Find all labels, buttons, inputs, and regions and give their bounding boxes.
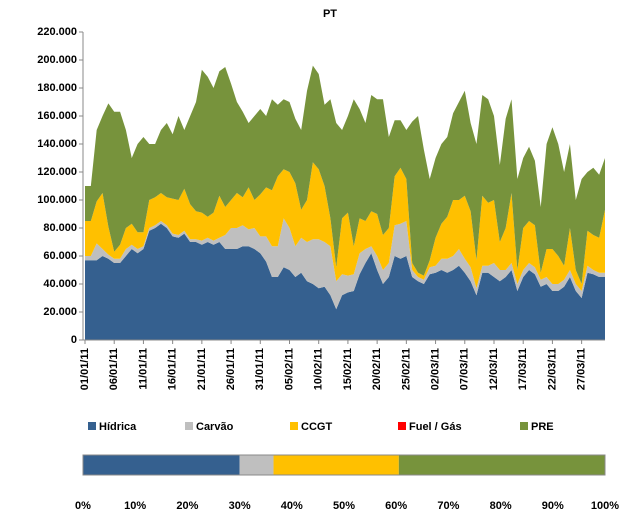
x-tick-label: 07/03/11 [459, 348, 471, 390]
area [85, 218, 605, 310]
x-tick-label: 21/01/11 [196, 348, 208, 390]
y-tick-label: 180.000 [37, 82, 77, 94]
y-tick-label: 220.000 [37, 26, 77, 38]
legend-label: Fuel / Gás [409, 421, 462, 433]
x-tick-label: 20% [176, 500, 198, 512]
chart-title: PT [323, 8, 337, 20]
legend-swatch [290, 422, 298, 430]
x-tick-label: 30% [229, 500, 251, 512]
y-tick-label: 40.000 [43, 278, 77, 290]
x-tick-label: 31/01/11 [254, 348, 266, 390]
x-tick-label: 26/01/11 [225, 348, 237, 390]
y-tick-label: 120.000 [37, 166, 77, 178]
x-tick-label: 15/02/11 [342, 348, 354, 390]
bar-segment [273, 455, 399, 475]
x-tick-label: 20/02/11 [371, 348, 383, 390]
y-tick-label: 60.000 [43, 250, 77, 262]
legend-label: CCGT [301, 421, 332, 433]
legend-swatch [520, 422, 528, 430]
legend-label: Hídrica [99, 421, 137, 433]
y-tick-label: 140.000 [37, 138, 77, 150]
area [85, 65, 605, 284]
y-tick-label: 200.000 [37, 54, 77, 66]
x-tick-label: 25/02/11 [400, 348, 412, 390]
bar-frame [82, 454, 606, 476]
x-tick-label: 100% [591, 500, 619, 512]
legend-swatch [185, 422, 193, 430]
legend-swatch [88, 422, 96, 430]
area [85, 223, 605, 340]
x-tick-label: 60% [385, 500, 407, 512]
x-tick-label: 02/03/11 [429, 348, 441, 390]
y-tick-label: 0 [71, 334, 77, 346]
y-tick-label: 80.000 [43, 222, 77, 234]
x-tick-label: 05/02/11 [283, 348, 295, 390]
x-tick-label: 16/01/11 [167, 348, 179, 390]
bar-segment [83, 455, 240, 475]
x-tick-label: 27/03/11 [576, 348, 588, 390]
x-tick-label: 10/02/11 [313, 348, 325, 390]
y-tick-label: 20.000 [43, 306, 77, 318]
x-tick-label: 17/03/11 [517, 348, 529, 390]
legend-swatch [398, 422, 406, 430]
x-tick-label: 80% [490, 500, 512, 512]
x-tick-label: 11/01/11 [137, 348, 149, 390]
x-tick-label: 10% [124, 500, 146, 512]
y-tick-label: 100.000 [37, 194, 77, 206]
bar-segment [239, 455, 274, 475]
area [85, 162, 605, 291]
x-tick-label: 06/01/11 [108, 348, 120, 390]
x-tick-label: 40% [281, 500, 303, 512]
x-tick-label: 0% [75, 500, 91, 512]
legend-label: Carvão [196, 421, 234, 433]
x-tick-label: 50% [333, 500, 355, 512]
x-tick-label: 12/03/11 [488, 348, 500, 390]
y-tick-label: 160.000 [37, 110, 77, 122]
x-tick-label: 01/01/11 [79, 348, 91, 390]
bar-segment [398, 455, 605, 475]
legend-label: PRE [531, 421, 554, 433]
x-tick-label: 90% [542, 500, 564, 512]
x-tick-label: 70% [437, 500, 459, 512]
x-tick-label: 22/03/11 [546, 348, 558, 390]
